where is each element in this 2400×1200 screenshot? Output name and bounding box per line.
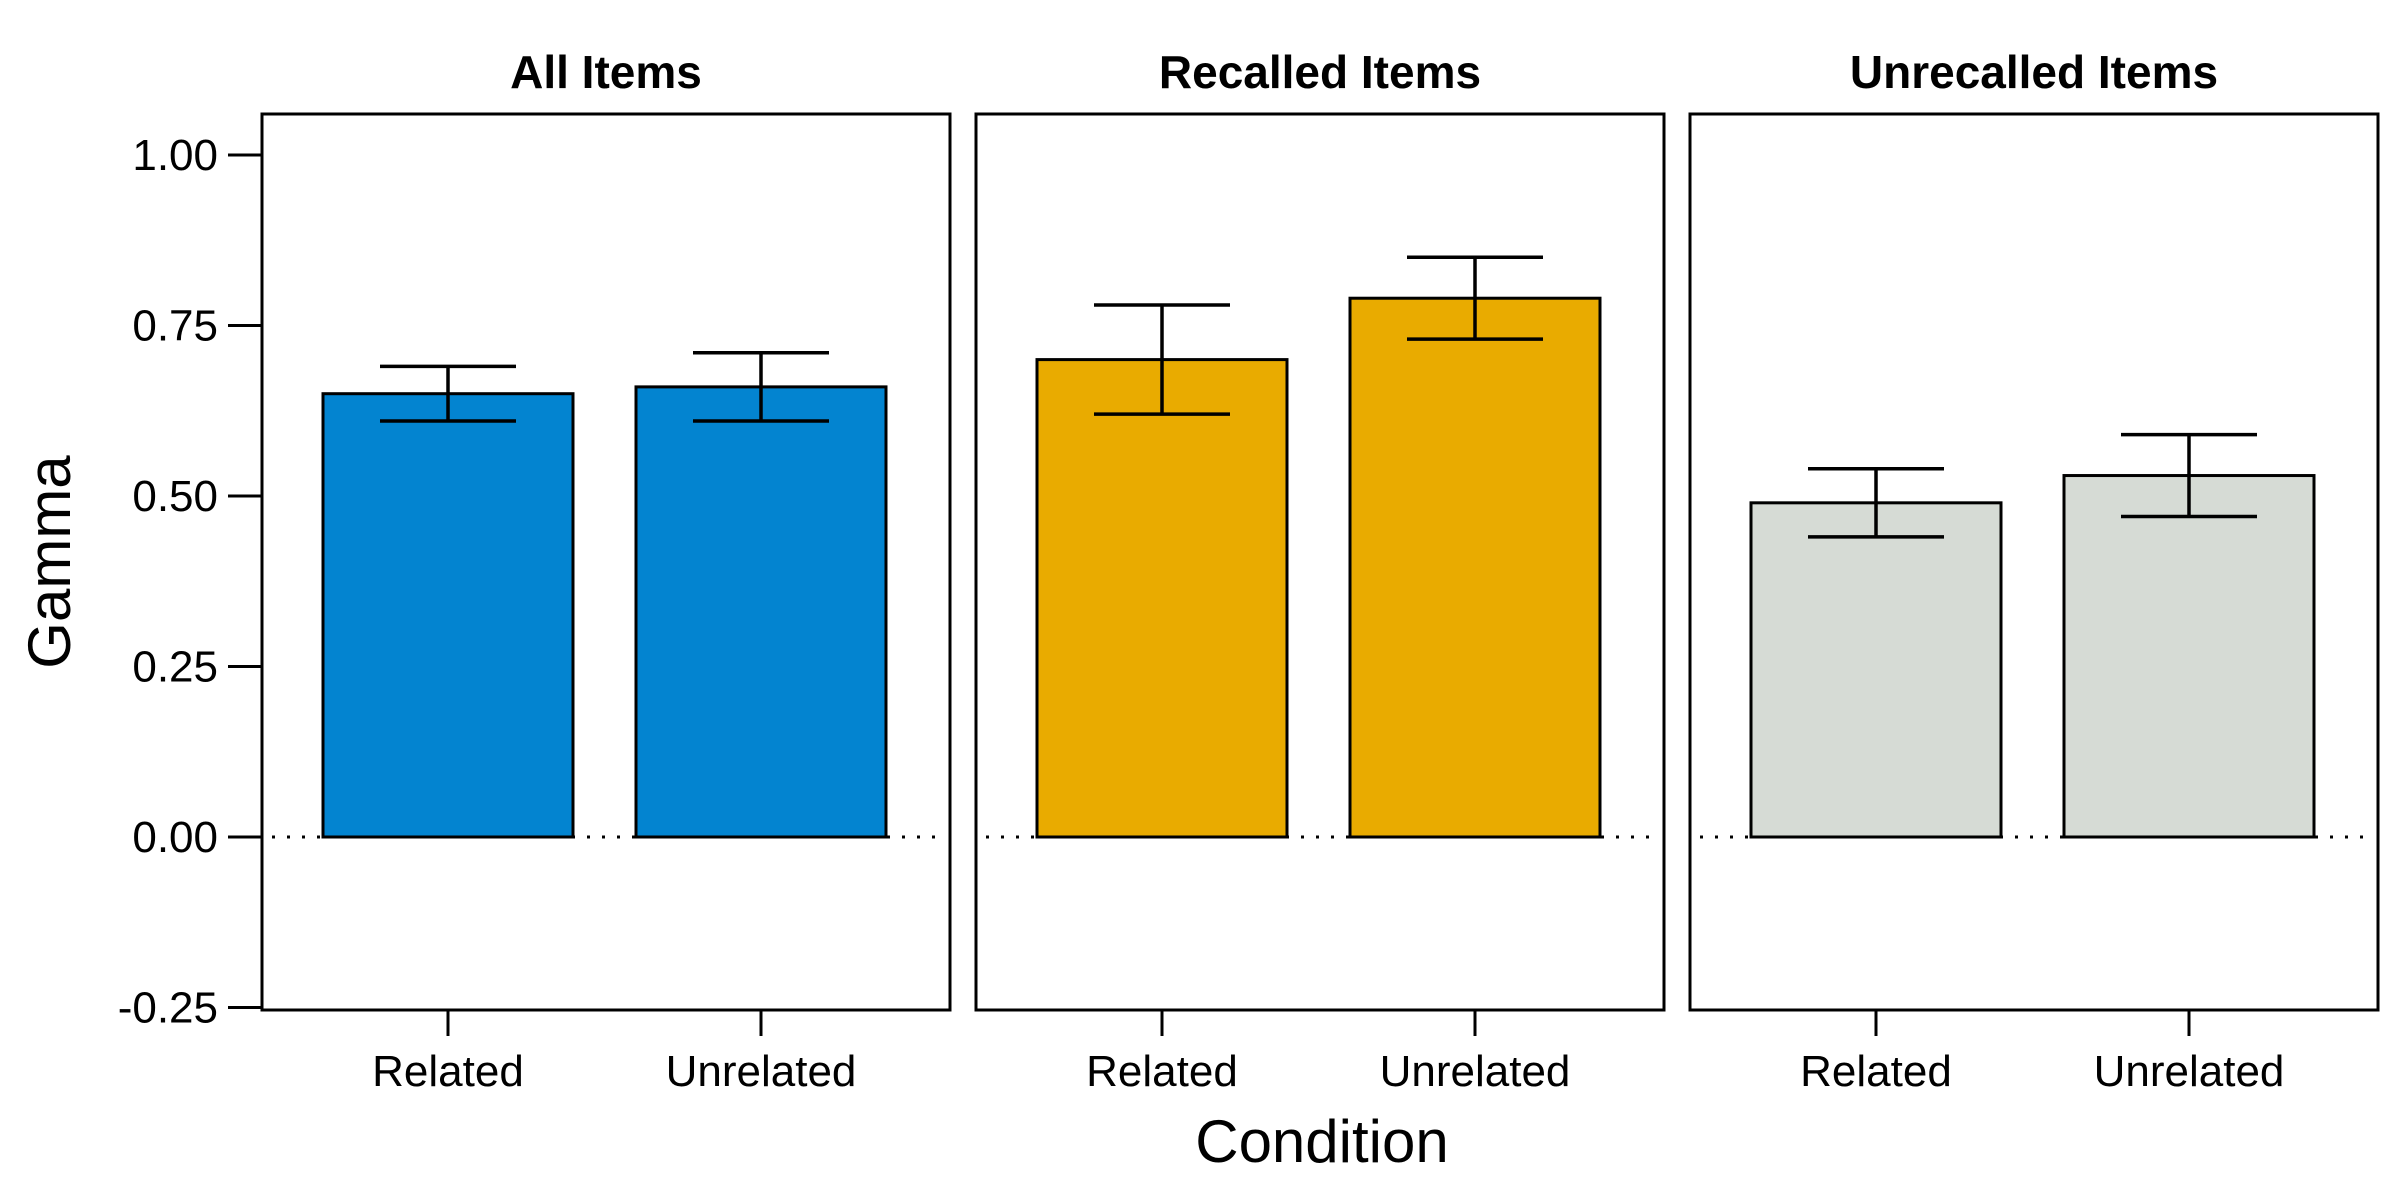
y-tick-label: 0.50 — [132, 472, 218, 521]
panel-title: Recalled Items — [1159, 46, 1481, 98]
panel-frame — [1688, 112, 2380, 1012]
error-bar-unrelated — [1407, 255, 1543, 341]
y-tick-label: 0.00 — [132, 813, 218, 862]
y-axis-title: Gamma — [16, 455, 83, 669]
y-tick-label: 1.00 — [132, 131, 218, 180]
y-tick-label: 0.75 — [132, 302, 218, 351]
error-bar-unrelated — [2121, 432, 2257, 519]
error-bar-related — [380, 364, 516, 423]
bar-unrelated — [2062, 474, 2316, 839]
panel-3: Unrecalled Items Related Unrelated — [1688, 46, 2380, 1096]
x-tick-label: Related — [372, 1047, 524, 1096]
y-tick-label: -0.25 — [118, 984, 218, 1033]
bar-related — [321, 392, 575, 839]
panel-title: Unrecalled Items — [1850, 46, 2218, 98]
error-bar-related — [1094, 303, 1230, 416]
panel-1: All Items Related Unrelated — [260, 46, 952, 1096]
panel-frame — [974, 112, 1666, 1012]
bar-related — [1749, 501, 2003, 839]
error-bar-related — [1808, 466, 1944, 539]
x-tick-label: Related — [1086, 1047, 1238, 1096]
x-tick-label: Unrelated — [1380, 1047, 1571, 1096]
bar-unrelated — [1348, 296, 1602, 839]
error-bar-unrelated — [693, 351, 829, 423]
x-tick-label: Unrelated — [666, 1047, 857, 1096]
x-axis-title: Condition — [1195, 1108, 1449, 1175]
panel-title: All Items — [510, 46, 702, 98]
x-tick-label: Unrelated — [2094, 1047, 2285, 1096]
bar-unrelated — [634, 385, 888, 839]
y-axis: 1.00 0.75 0.50 0.25 0.00 -0.25 — [118, 131, 264, 1033]
panel-2: Recalled Items Related Unrelated — [974, 46, 1666, 1096]
y-tick-label: 0.25 — [132, 643, 218, 692]
bar-related — [1035, 358, 1289, 839]
x-tick-label: Related — [1800, 1047, 1952, 1096]
